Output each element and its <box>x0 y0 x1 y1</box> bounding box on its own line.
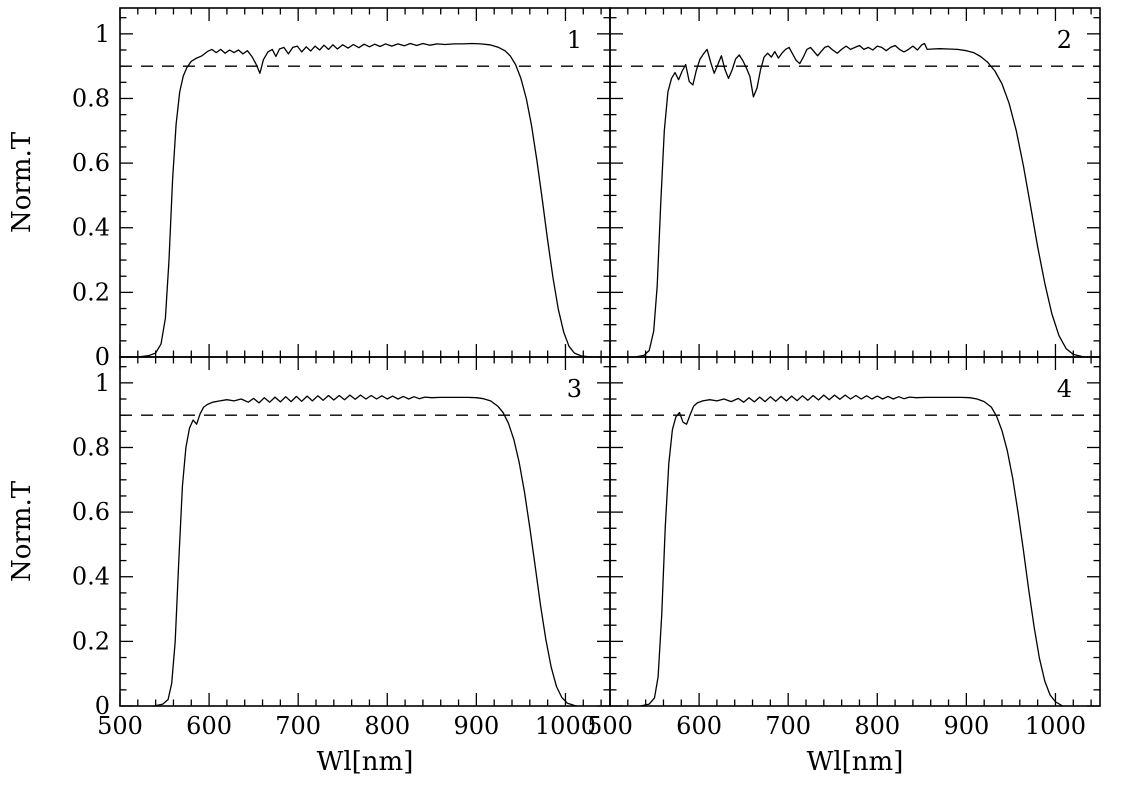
panel-number-label: 1 <box>567 26 582 54</box>
y-tick-label: 0.4 <box>72 214 110 242</box>
x-tick-label: 600 <box>676 712 722 740</box>
y-tick-label: 0.6 <box>72 149 110 177</box>
y-tick-label: 0.2 <box>72 278 110 306</box>
x-tick-label: 700 <box>765 712 811 740</box>
y-tick-label: 0.6 <box>72 498 110 526</box>
transmission-curve <box>137 42 593 358</box>
x-tick-label: 1000 <box>535 712 596 740</box>
x-axis-title: Wl[nm] <box>807 747 904 777</box>
x-tick-label: 800 <box>364 712 410 740</box>
transmission-curve <box>634 42 1085 358</box>
y-tick-label: 0 <box>95 692 110 720</box>
x-tick-label: 500 <box>587 712 633 740</box>
panel-3: 500 600 700 800 900 1000 0 0.2 0.4 0.6 0.8 1 3 <box>72 356 611 740</box>
y-tick-label: 0.8 <box>72 433 110 461</box>
y-tick-label: 1 <box>95 20 110 48</box>
panel-1: 0 0.2 0.4 0.6 0.8 1 1 <box>72 7 611 371</box>
y-tick-label: 0.4 <box>72 563 110 591</box>
transmission-curve <box>153 394 577 707</box>
x-tick-label: 500 <box>97 712 143 740</box>
y-tick-label: 0.2 <box>72 627 110 655</box>
x-tick-label: 600 <box>186 712 232 740</box>
x-axis-title: Wl[nm] <box>317 747 414 777</box>
panel-4: 500 600 700 800 900 1000 4 <box>587 356 1101 740</box>
panel-2: 2 <box>609 7 1101 358</box>
y-axis-title: Norm.T <box>7 131 37 233</box>
x-tick-label: 900 <box>453 712 499 740</box>
x-tick-label: 900 <box>943 712 989 740</box>
x-tick-label: 700 <box>275 712 321 740</box>
y-tick-label: 1 <box>95 369 110 397</box>
panel-number-label: 2 <box>1057 26 1072 54</box>
y-axis-title: Norm.T <box>7 480 37 582</box>
panel-frame <box>119 356 611 707</box>
y-tick-label: 0 <box>95 343 110 371</box>
transmission-curve <box>639 394 1064 707</box>
x-tick-label: 800 <box>854 712 900 740</box>
x-tick-label: 1000 <box>1025 712 1086 740</box>
y-tick-label: 0.8 <box>72 84 110 112</box>
panel-number-label: 4 <box>1057 375 1072 403</box>
panel-frame <box>609 356 1101 707</box>
panel-number-label: 3 <box>567 375 582 403</box>
